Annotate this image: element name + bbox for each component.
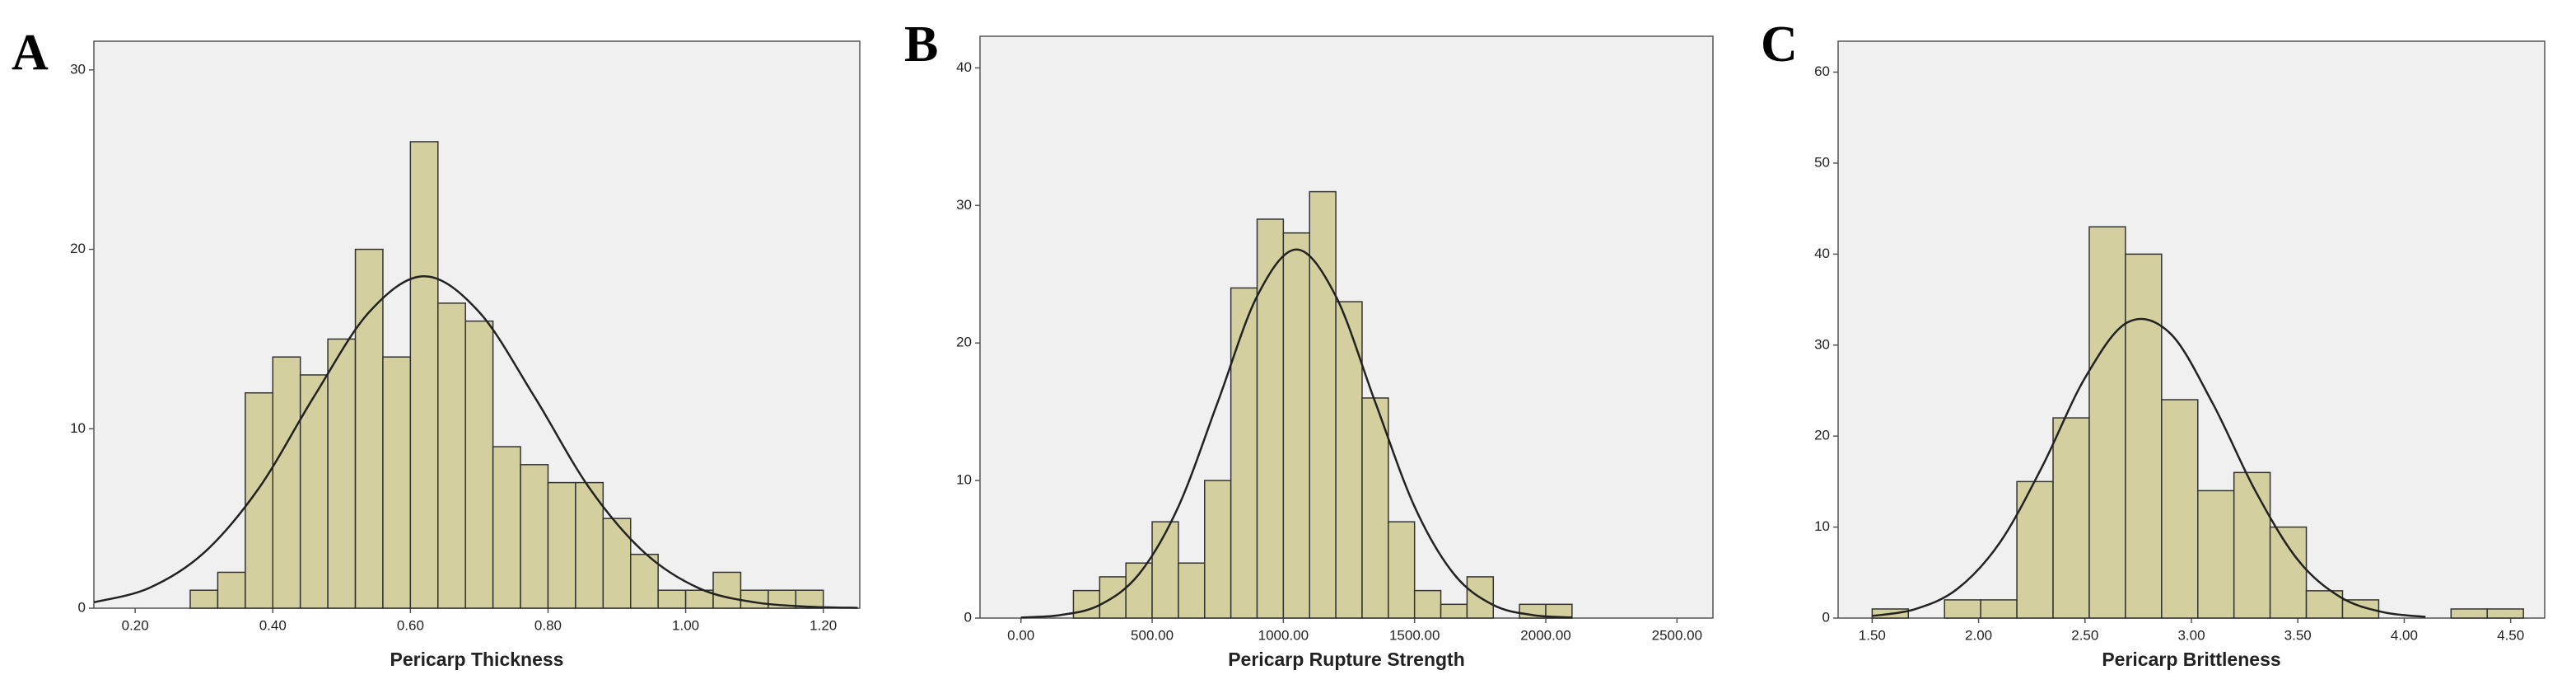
x-tick-label: 4.00 bbox=[2391, 627, 2418, 643]
y-tick-label: 20 bbox=[70, 241, 86, 256]
bar bbox=[547, 481, 576, 609]
bar bbox=[1309, 190, 1337, 619]
x-tick-label: 1.50 bbox=[1859, 627, 1886, 643]
bar bbox=[409, 141, 439, 609]
x-tick-label: 3.50 bbox=[2284, 627, 2312, 643]
bar bbox=[1256, 218, 1285, 619]
bar bbox=[1282, 232, 1310, 619]
bar bbox=[354, 248, 384, 609]
bar bbox=[1944, 599, 1981, 619]
y-tick-label: 0 bbox=[78, 599, 86, 615]
bar bbox=[1335, 301, 1363, 619]
y-tick-label: 10 bbox=[70, 420, 86, 436]
bar bbox=[575, 481, 604, 609]
y-tick-label: 10 bbox=[1814, 518, 1830, 534]
normal-curve bbox=[1020, 248, 1572, 619]
y-tick-label: 60 bbox=[1814, 63, 1830, 79]
bar bbox=[382, 356, 412, 609]
y-tick-label: 0 bbox=[1822, 609, 1830, 625]
bar bbox=[2197, 490, 2235, 619]
bar bbox=[1151, 521, 1179, 619]
panel-label: C bbox=[1761, 16, 1798, 73]
bar bbox=[2052, 417, 2090, 619]
bar bbox=[1230, 287, 1258, 619]
bar bbox=[1204, 480, 1232, 619]
bar bbox=[2341, 599, 2380, 619]
bar bbox=[520, 464, 549, 609]
bar bbox=[189, 589, 219, 609]
x-tick-label: 3.00 bbox=[2177, 627, 2205, 643]
panel-label: B bbox=[904, 16, 938, 73]
x-tick-label: 1.20 bbox=[810, 617, 837, 633]
bar bbox=[1125, 562, 1153, 619]
x-tick-label: 2.00 bbox=[1965, 627, 1992, 643]
bar bbox=[2161, 399, 2199, 619]
bar bbox=[1413, 589, 1442, 619]
bar bbox=[1072, 589, 1101, 619]
bar bbox=[2269, 526, 2308, 619]
y-tick-label: 50 bbox=[1814, 154, 1830, 170]
bar bbox=[492, 446, 521, 609]
bar bbox=[712, 571, 742, 609]
x-axis-label: Pericarp Thickness bbox=[390, 649, 564, 670]
bar bbox=[327, 338, 357, 609]
bar bbox=[2088, 226, 2126, 619]
bar bbox=[740, 589, 769, 609]
y-tick-label: 30 bbox=[956, 197, 972, 213]
bar bbox=[437, 302, 466, 609]
y-tick-label: 20 bbox=[956, 335, 972, 350]
x-tick-label: 0.20 bbox=[122, 617, 149, 633]
bar bbox=[602, 518, 632, 609]
bar bbox=[217, 571, 246, 609]
bar bbox=[1980, 599, 2018, 619]
normal-curve bbox=[1872, 317, 2426, 618]
x-tick-label: 2500.00 bbox=[1652, 627, 1702, 643]
y-tick-label: 10 bbox=[956, 472, 972, 488]
x-tick-label: 500.00 bbox=[1131, 627, 1174, 643]
bar bbox=[2125, 253, 2163, 619]
x-tick-label: 1500.00 bbox=[1389, 627, 1440, 643]
x-tick-label: 2.50 bbox=[2071, 627, 2098, 643]
bar bbox=[272, 356, 301, 609]
bar bbox=[1466, 576, 1495, 619]
x-tick-label: 0.40 bbox=[259, 617, 287, 633]
y-tick-label: 40 bbox=[956, 59, 972, 75]
y-tick-label: 0 bbox=[964, 609, 972, 625]
bar bbox=[2233, 471, 2271, 619]
bar bbox=[299, 374, 329, 609]
x-tick-label: 1.00 bbox=[672, 617, 699, 633]
x-tick-label: 0.60 bbox=[397, 617, 424, 633]
x-tick-label: 0.00 bbox=[1007, 627, 1034, 643]
bar bbox=[2450, 608, 2488, 619]
y-tick-label: 20 bbox=[1814, 428, 1830, 443]
x-axis-label: Pericarp Rupture Strength bbox=[1228, 649, 1465, 670]
x-tick-label: 4.50 bbox=[2497, 627, 2524, 643]
bar bbox=[1361, 397, 1389, 619]
bar bbox=[1388, 521, 1416, 619]
bar bbox=[630, 553, 659, 609]
normal-curve bbox=[93, 274, 858, 609]
bar bbox=[2486, 608, 2524, 619]
y-tick-label: 30 bbox=[70, 61, 86, 77]
bar bbox=[657, 589, 687, 609]
bar bbox=[1178, 562, 1206, 619]
y-tick-label: 30 bbox=[1814, 336, 1830, 352]
bar bbox=[2016, 480, 2054, 619]
x-tick-label: 1000.00 bbox=[1258, 627, 1309, 643]
bar bbox=[795, 589, 824, 609]
x-tick-label: 2000.00 bbox=[1520, 627, 1570, 643]
y-tick-label: 40 bbox=[1814, 246, 1830, 261]
x-axis-label: Pericarp Brittleness bbox=[2102, 649, 2280, 670]
bar bbox=[464, 320, 494, 609]
bar bbox=[1440, 603, 1468, 619]
x-tick-label: 0.80 bbox=[534, 617, 562, 633]
panel-label: A bbox=[12, 25, 49, 81]
